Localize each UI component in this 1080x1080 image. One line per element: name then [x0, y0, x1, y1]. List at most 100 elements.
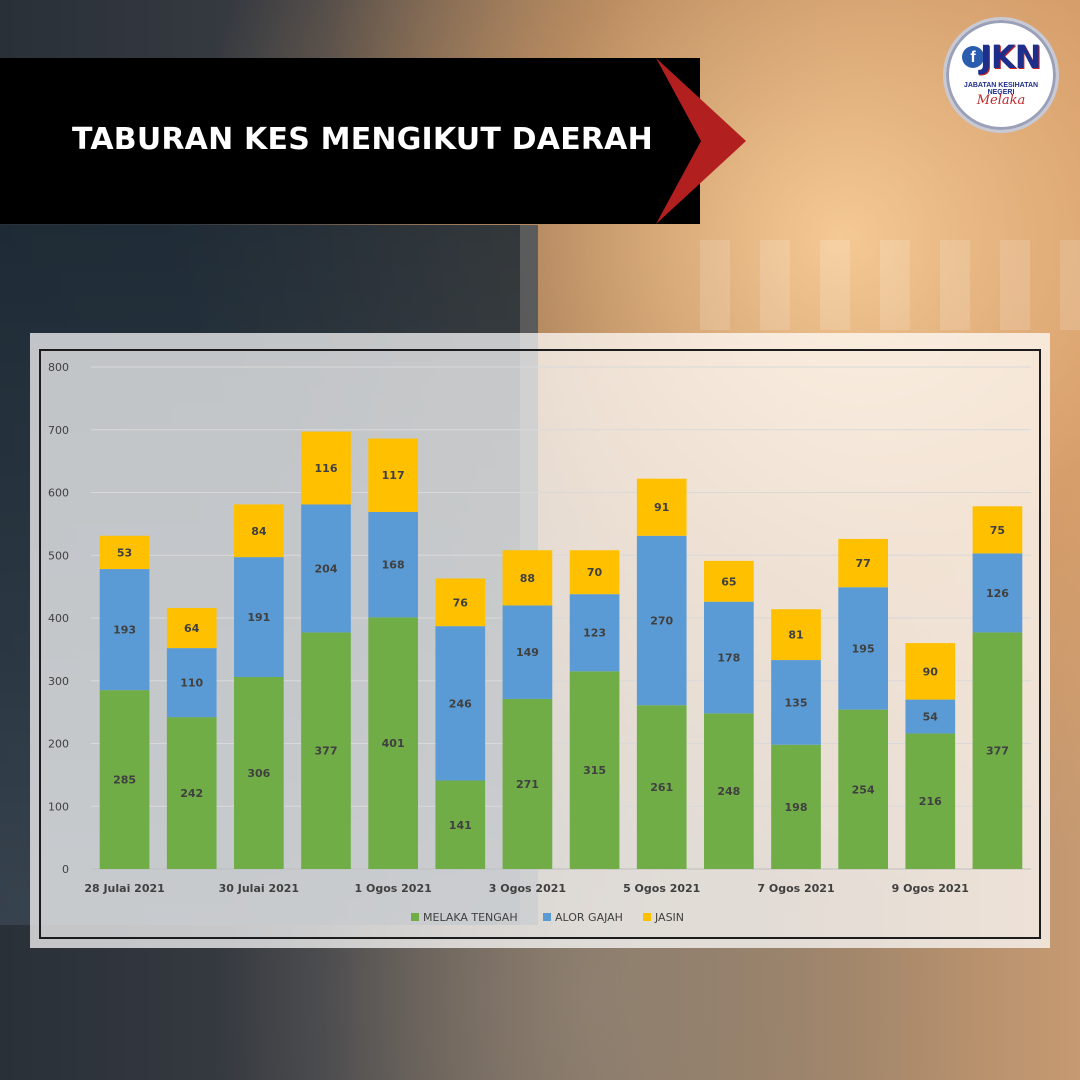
data-label: 81 [788, 629, 803, 642]
data-label: 75 [990, 524, 1005, 537]
logo-signature: Melaka [976, 93, 1026, 108]
data-label: 84 [251, 525, 267, 538]
bar-segment [301, 504, 351, 633]
data-label: 91 [654, 501, 669, 514]
bar-segment [972, 553, 1023, 633]
data-label: 64 [184, 622, 200, 635]
bar-segment [99, 535, 150, 570]
x-tick-label: 5 Ogos 2021 [623, 882, 700, 895]
y-tick-label: 200 [48, 738, 69, 751]
bar-segment [905, 699, 956, 734]
bar-segment [166, 648, 217, 718]
x-tick-label: 28 Julai 2021 [84, 882, 164, 895]
data-label: 193 [113, 624, 136, 637]
page-title: TABURAN KES MENGIKUT DAERAH [72, 122, 653, 157]
legend-swatch [411, 913, 419, 921]
data-label: 54 [923, 711, 939, 724]
chart-frame: 0 100 200 300 400 500 600 700 800 285 193 53 242 110 6… [39, 349, 1041, 939]
bar-segment [234, 557, 284, 677]
data-label: 149 [516, 646, 539, 659]
data-label: 88 [520, 572, 535, 585]
bar-segment [502, 605, 553, 699]
bar-segment [704, 713, 754, 869]
x-tick-label: 7 Ogos 2021 [757, 882, 834, 895]
data-label: 65 [721, 575, 736, 588]
bar-segment [771, 744, 821, 869]
bar-segment [368, 438, 418, 512]
data-label: 116 [315, 462, 338, 475]
data-label: 90 [923, 665, 939, 678]
y-tick-label: 0 [62, 863, 69, 876]
bar-segment [905, 733, 956, 869]
legend-label: JASIN [654, 911, 684, 924]
bar-segment [972, 506, 1023, 554]
bar-segment [569, 594, 620, 672]
banner-arrow [656, 58, 701, 224]
bar-segment [905, 643, 956, 700]
bar-segment [569, 671, 620, 869]
data-label: 271 [516, 778, 539, 791]
bar-segment [838, 587, 888, 710]
bar-segment [771, 609, 821, 661]
y-tick-label: 500 [48, 549, 69, 562]
legend-swatch [543, 913, 551, 921]
data-label: 126 [986, 587, 1009, 600]
bar-segment [99, 569, 150, 691]
data-label: 377 [986, 745, 1009, 758]
jkn-logo: f JKN JABATAN KESIHATAN NEGERI Melaka [943, 17, 1059, 133]
data-label: 198 [785, 801, 808, 814]
bar-segment [838, 538, 888, 588]
bar-segment [636, 705, 687, 869]
bar-segment [972, 632, 1023, 869]
x-tick-label: 9 Ogos 2021 [892, 882, 969, 895]
title-banner [0, 58, 700, 224]
bar-segment [435, 780, 486, 869]
data-label: 123 [583, 627, 606, 640]
facebook-icon: f [962, 46, 984, 68]
bar-segment [569, 550, 620, 595]
y-tick-label: 600 [48, 487, 69, 500]
bar-segment [704, 560, 754, 602]
legend-swatch [643, 913, 651, 921]
data-label: 168 [382, 559, 405, 572]
data-label: 76 [453, 596, 469, 609]
x-tick-label: 3 Ogos 2021 [489, 882, 566, 895]
bar-segment [166, 717, 217, 869]
data-label: 191 [247, 611, 270, 624]
bar-segment [636, 478, 687, 536]
y-tick-label: 300 [48, 675, 69, 688]
data-label: 135 [785, 696, 808, 709]
x-tick-label: 30 Julai 2021 [219, 882, 299, 895]
data-label: 117 [382, 469, 405, 482]
data-label: 248 [717, 785, 740, 798]
bar-segment [368, 617, 418, 869]
data-label: 254 [852, 783, 875, 796]
data-label: 110 [180, 677, 203, 690]
data-label: 246 [449, 697, 472, 710]
y-tick-label: 700 [48, 424, 69, 437]
bar-segment [234, 504, 284, 558]
bar-segment [771, 660, 821, 745]
bar-segment [636, 535, 687, 706]
legend-label: MELAKA TENGAH [423, 911, 518, 924]
data-label: 270 [650, 615, 673, 628]
bar-segment [301, 431, 351, 505]
logo-subtitle: JABATAN KESIHATAN NEGERI [963, 82, 1039, 96]
data-label: 77 [855, 557, 870, 570]
bar-segment [368, 511, 418, 618]
stacked-bar-chart: 0 100 200 300 400 500 600 700 800 285 193 53 242 110 6… [48, 361, 1031, 924]
bar-segment [502, 550, 553, 606]
data-label: 242 [180, 787, 203, 800]
bar-segment [435, 626, 486, 781]
legend-label: ALOR GAJAH [555, 911, 623, 924]
chart-card: 0 100 200 300 400 500 600 700 800 285 193 53 242 110 6… [30, 333, 1050, 948]
bar-segment [502, 698, 553, 869]
bar-segment [99, 690, 150, 869]
y-tick-label: 400 [48, 612, 69, 625]
data-label: 216 [919, 795, 942, 808]
data-label: 195 [852, 642, 875, 655]
data-label: 401 [382, 737, 405, 750]
data-label: 141 [449, 819, 472, 832]
data-label: 306 [247, 767, 270, 780]
data-label: 53 [117, 546, 132, 559]
